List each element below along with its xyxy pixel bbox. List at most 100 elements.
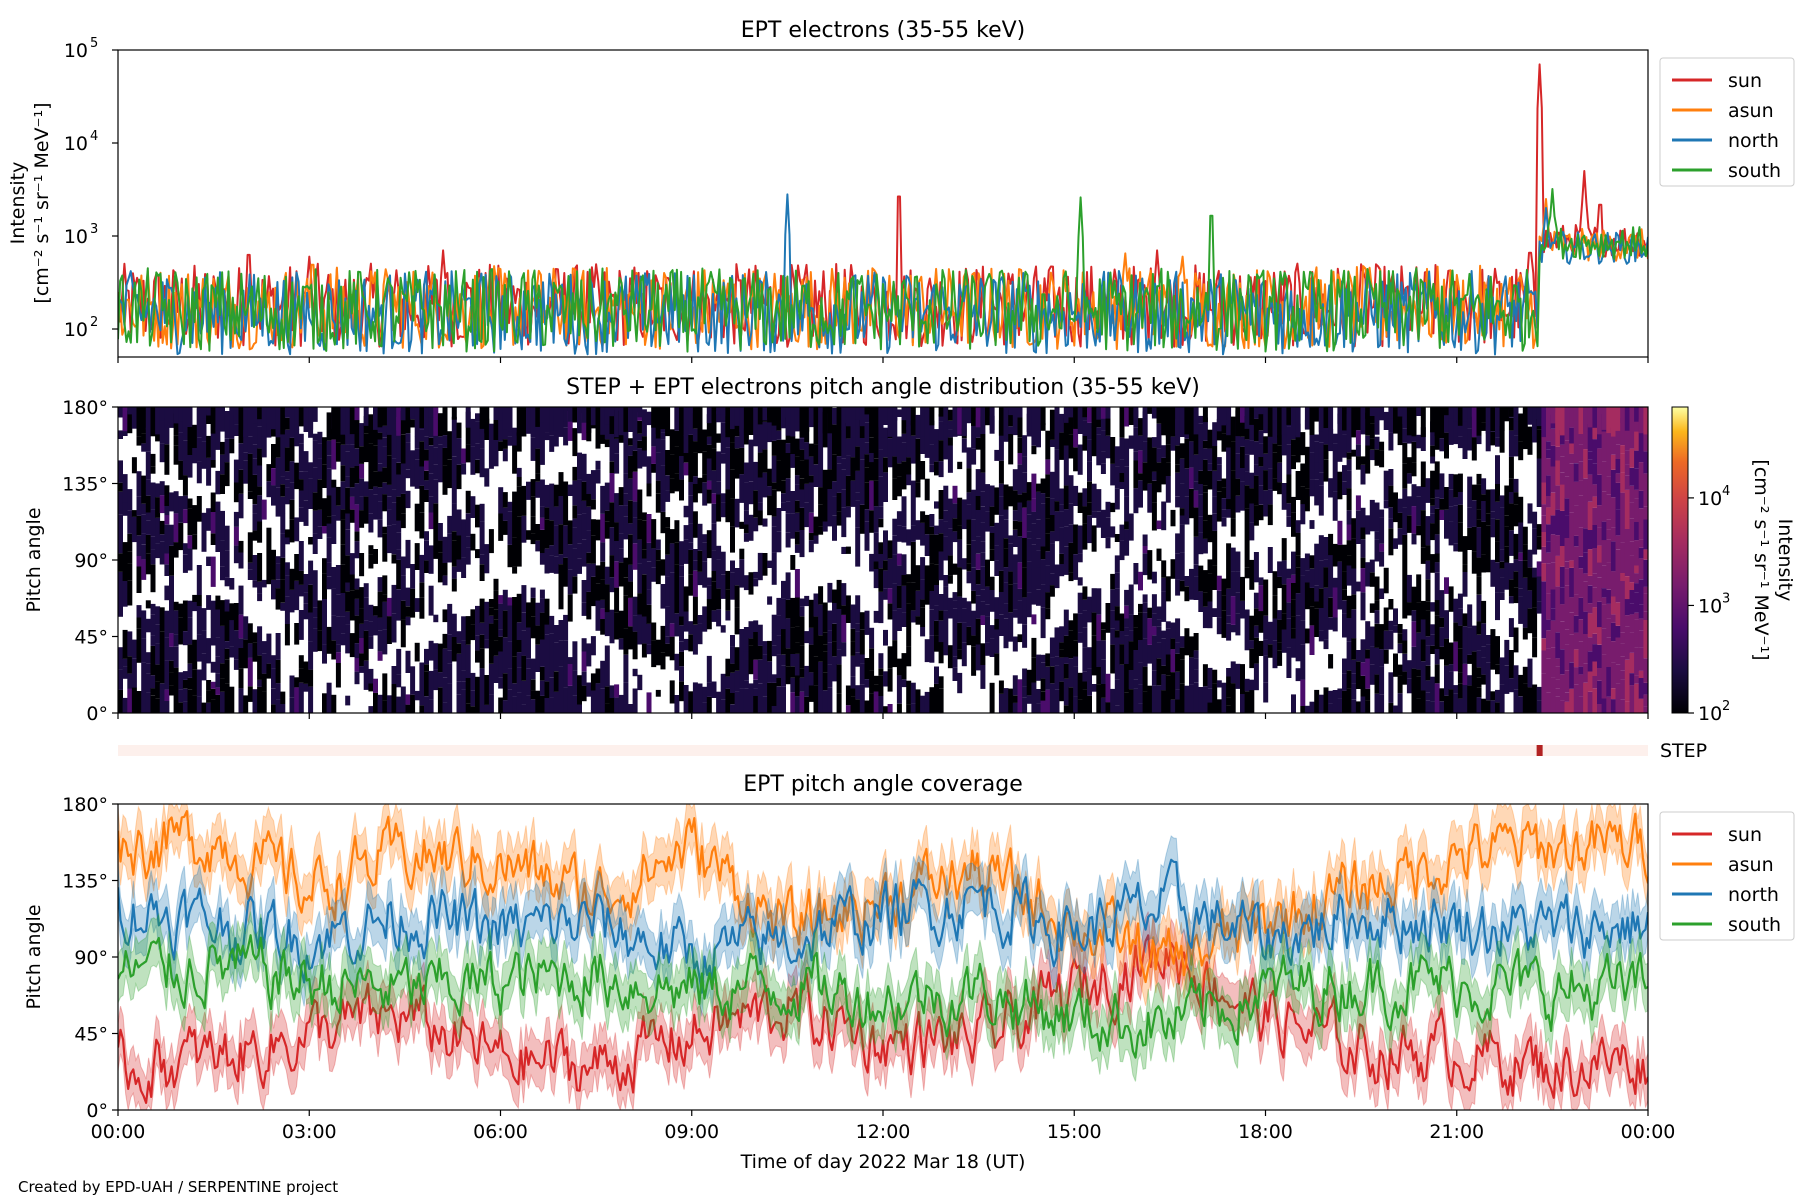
heatmap-cell [1448, 473, 1454, 490]
heatmap-cell [271, 426, 276, 437]
heatmap-cell [206, 457, 212, 486]
heatmap-cell [1448, 407, 1454, 419]
heatmap-cell [1008, 584, 1014, 613]
heatmap-cell [447, 459, 453, 489]
heatmap-cell [252, 458, 258, 475]
heatmap-cell [947, 445, 953, 473]
heatmap-cell [1049, 585, 1055, 597]
heatmap-cell [1573, 437, 1579, 464]
heatmap-cell [1077, 492, 1083, 513]
heatmap-cell [1253, 592, 1259, 609]
heatmap-cell [1304, 488, 1310, 512]
heatmap-cell [461, 689, 467, 713]
heatmap-cell [1439, 486, 1445, 499]
heatmap-cell [1263, 407, 1269, 434]
panel1-title: EPT electrons (35-55 keV) [741, 18, 1026, 43]
heatmap-cell [1212, 470, 1218, 497]
heatmap-cell [827, 407, 833, 434]
heatmap-cell [1397, 675, 1403, 694]
heatmap-cell [173, 683, 179, 713]
heatmap-cell [233, 630, 239, 645]
heatmap-cell [1508, 417, 1514, 431]
heatmap-cell [790, 555, 796, 570]
heatmap-cell [1096, 511, 1102, 528]
heatmap-cell [873, 610, 879, 623]
ytick-label: 10 [64, 40, 88, 62]
heatmap-cell [1578, 619, 1584, 642]
heatmap-cell [674, 653, 680, 671]
heatmap-cell [1402, 507, 1408, 535]
heatmap-cell [1355, 456, 1361, 470]
heatmap-cell [424, 540, 429, 561]
heatmap-cell [1049, 666, 1055, 684]
heatmap-cell [702, 606, 708, 632]
heatmap-cell [669, 454, 675, 479]
heatmap-cell [1606, 407, 1612, 434]
heatmap-cell [419, 675, 425, 706]
heatmap-cell [1295, 615, 1301, 636]
heatmap-cell [679, 651, 684, 667]
heatmap-cell [368, 621, 374, 637]
heatmap-cell [326, 523, 332, 538]
heatmap-cell [1546, 667, 1551, 693]
heatmap-cell [924, 639, 930, 663]
heatmap-cell [1643, 611, 1648, 620]
heatmap-cell [1601, 565, 1607, 589]
heatmap-cell [1216, 480, 1222, 492]
heatmap-cell [1012, 609, 1018, 618]
heatmap-cell [373, 424, 378, 446]
heatmap-cell [215, 501, 221, 531]
heatmap-cell [1300, 660, 1306, 680]
heatmap-cell [1379, 509, 1385, 518]
heatmap-cell [581, 602, 587, 616]
heatmap-cell [1063, 526, 1069, 547]
heatmap-cell [1147, 685, 1153, 713]
heatmap-cell [1230, 585, 1236, 597]
heatmap-cell [1508, 430, 1514, 457]
heatmap-cell [655, 407, 661, 435]
heatmap-cell [150, 614, 156, 636]
heatmap-cell [502, 448, 508, 462]
heatmap-cell [1003, 582, 1009, 604]
heatmap-cell [424, 470, 429, 481]
heatmap-cell [1235, 551, 1241, 572]
heatmap-cell [878, 653, 884, 669]
heatmap-cell [985, 407, 990, 426]
heatmap-cell [1170, 559, 1176, 579]
heatmap-cell [1156, 407, 1162, 421]
heatmap-cell [1369, 508, 1375, 532]
heatmap-cell [1374, 623, 1380, 648]
heatmap-cell [1073, 640, 1079, 657]
heatmap-cell [692, 682, 698, 713]
heatmap-cell [544, 634, 550, 657]
heatmap-cell [697, 683, 703, 713]
heatmap-cell [1165, 621, 1171, 629]
heatmap-cell [1244, 454, 1250, 472]
heatmap-cell [1610, 469, 1616, 498]
heatmap-cell [920, 557, 926, 580]
heatmap-cell [785, 666, 791, 685]
heatmap-cell [1541, 638, 1547, 651]
heatmap-cell [252, 530, 258, 541]
heatmap-cell [934, 666, 939, 684]
heatmap-cell [808, 644, 814, 673]
heatmap-cell [850, 628, 856, 642]
heatmap-cell [924, 514, 930, 535]
heatmap-cell [994, 487, 1000, 515]
heatmap-cell [864, 700, 870, 713]
heatmap-cell [382, 673, 388, 701]
heatmap-cell [127, 656, 133, 674]
heatmap-cell [145, 553, 151, 575]
heatmap-cell [1541, 441, 1547, 466]
heatmap-cell [887, 646, 893, 669]
heatmap-cell [1485, 644, 1491, 663]
heatmap-cell [475, 443, 480, 460]
heatmap-cell [1073, 656, 1079, 667]
heatmap-cell [1142, 638, 1148, 659]
heatmap-cell [781, 654, 786, 666]
colorbar [1671, 406, 1689, 714]
heatmap-cell [637, 407, 643, 418]
heatmap-cell [581, 580, 587, 603]
heatmap-cell [947, 429, 953, 438]
